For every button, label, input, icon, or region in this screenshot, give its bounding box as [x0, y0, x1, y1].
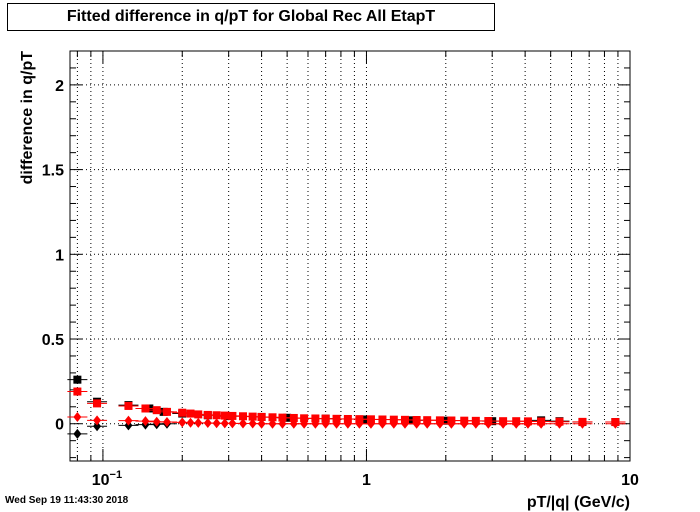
data-point-square: [178, 408, 187, 417]
data-point-diamond: [435, 418, 444, 429]
data-point-square: [73, 387, 82, 396]
data-point-diamond: [93, 415, 102, 426]
grid-layer: [70, 51, 631, 461]
data-point-diamond: [460, 418, 469, 429]
data-point-diamond: [512, 418, 521, 429]
x-tick-label: 1: [362, 472, 371, 489]
data-point-square: [124, 401, 133, 410]
data-point-diamond: [578, 418, 587, 429]
data-point-square: [73, 375, 82, 384]
data-point-diamond: [484, 418, 493, 429]
data-point-square: [194, 410, 203, 419]
data-point-diamond: [141, 416, 150, 427]
plot-frame: [69, 50, 631, 462]
data-marks: [67, 375, 626, 439]
data-point-diamond: [378, 418, 387, 429]
y-tick-label: 0.5: [42, 332, 64, 349]
data-point-diamond: [289, 418, 298, 429]
data-point-diamond: [355, 418, 364, 429]
data-point-diamond: [124, 415, 133, 426]
data-point-diamond: [162, 417, 171, 428]
data-point-diamond: [257, 418, 266, 429]
data-point-square: [162, 407, 171, 416]
data-point-diamond: [73, 428, 82, 439]
data-point-square: [186, 409, 195, 418]
data-point-diamond: [311, 418, 320, 429]
data-point-diamond: [343, 418, 352, 429]
x-axis-title: pT/|q| (GeV/c): [527, 494, 630, 511]
y-tick-label: 1: [55, 247, 64, 264]
y-axis-title: difference in q/pT: [19, 51, 36, 185]
data-point-diamond: [471, 418, 480, 429]
data-point-diamond: [228, 418, 237, 429]
axis-ticks: [70, 50, 631, 461]
x-tick-label: 10−1: [92, 469, 122, 489]
data-point-diamond: [73, 411, 82, 422]
data-point-square: [289, 413, 298, 422]
timestamp-label: Wed Sep 19 11:43:30 2018: [5, 495, 129, 506]
data-point-diamond: [278, 418, 287, 429]
data-point-diamond: [400, 418, 409, 429]
data-point-diamond: [389, 418, 398, 429]
data-point-square: [257, 412, 266, 421]
data-point-diamond: [300, 418, 309, 429]
data-point-diamond: [412, 418, 421, 429]
data-point-diamond: [523, 418, 532, 429]
data-point-diamond: [499, 418, 508, 429]
data-point-square: [141, 404, 150, 413]
data-point-square: [311, 414, 320, 423]
data-point-diamond: [332, 418, 341, 429]
data-point-square: [228, 411, 237, 420]
data-point-diamond: [93, 421, 102, 432]
y-tick-label: 2: [55, 78, 64, 95]
data-point-diamond: [447, 418, 456, 429]
y-tick-label: 1.5: [42, 163, 64, 180]
data-point-diamond: [321, 418, 330, 429]
data-point-diamond: [152, 416, 161, 427]
data-point-square: [321, 414, 330, 423]
data-point-diamond: [555, 418, 564, 429]
data-point-diamond: [423, 418, 432, 429]
axis-labels: 10−1 1 10 0 0.5 1 1.5 2: [42, 78, 639, 489]
data-point-square: [152, 406, 161, 415]
data-point-square: [278, 413, 287, 422]
data-point-diamond: [537, 418, 546, 429]
data-point-square: [300, 414, 309, 423]
data-point-diamond: [611, 418, 620, 429]
data-point-diamond: [366, 418, 375, 429]
data-point-square: [93, 399, 102, 408]
chart-title: Fitted difference in q/pT for Global Rec…: [7, 3, 495, 31]
x-tick-label: 10: [621, 472, 639, 489]
y-tick-label: 0: [55, 417, 64, 434]
